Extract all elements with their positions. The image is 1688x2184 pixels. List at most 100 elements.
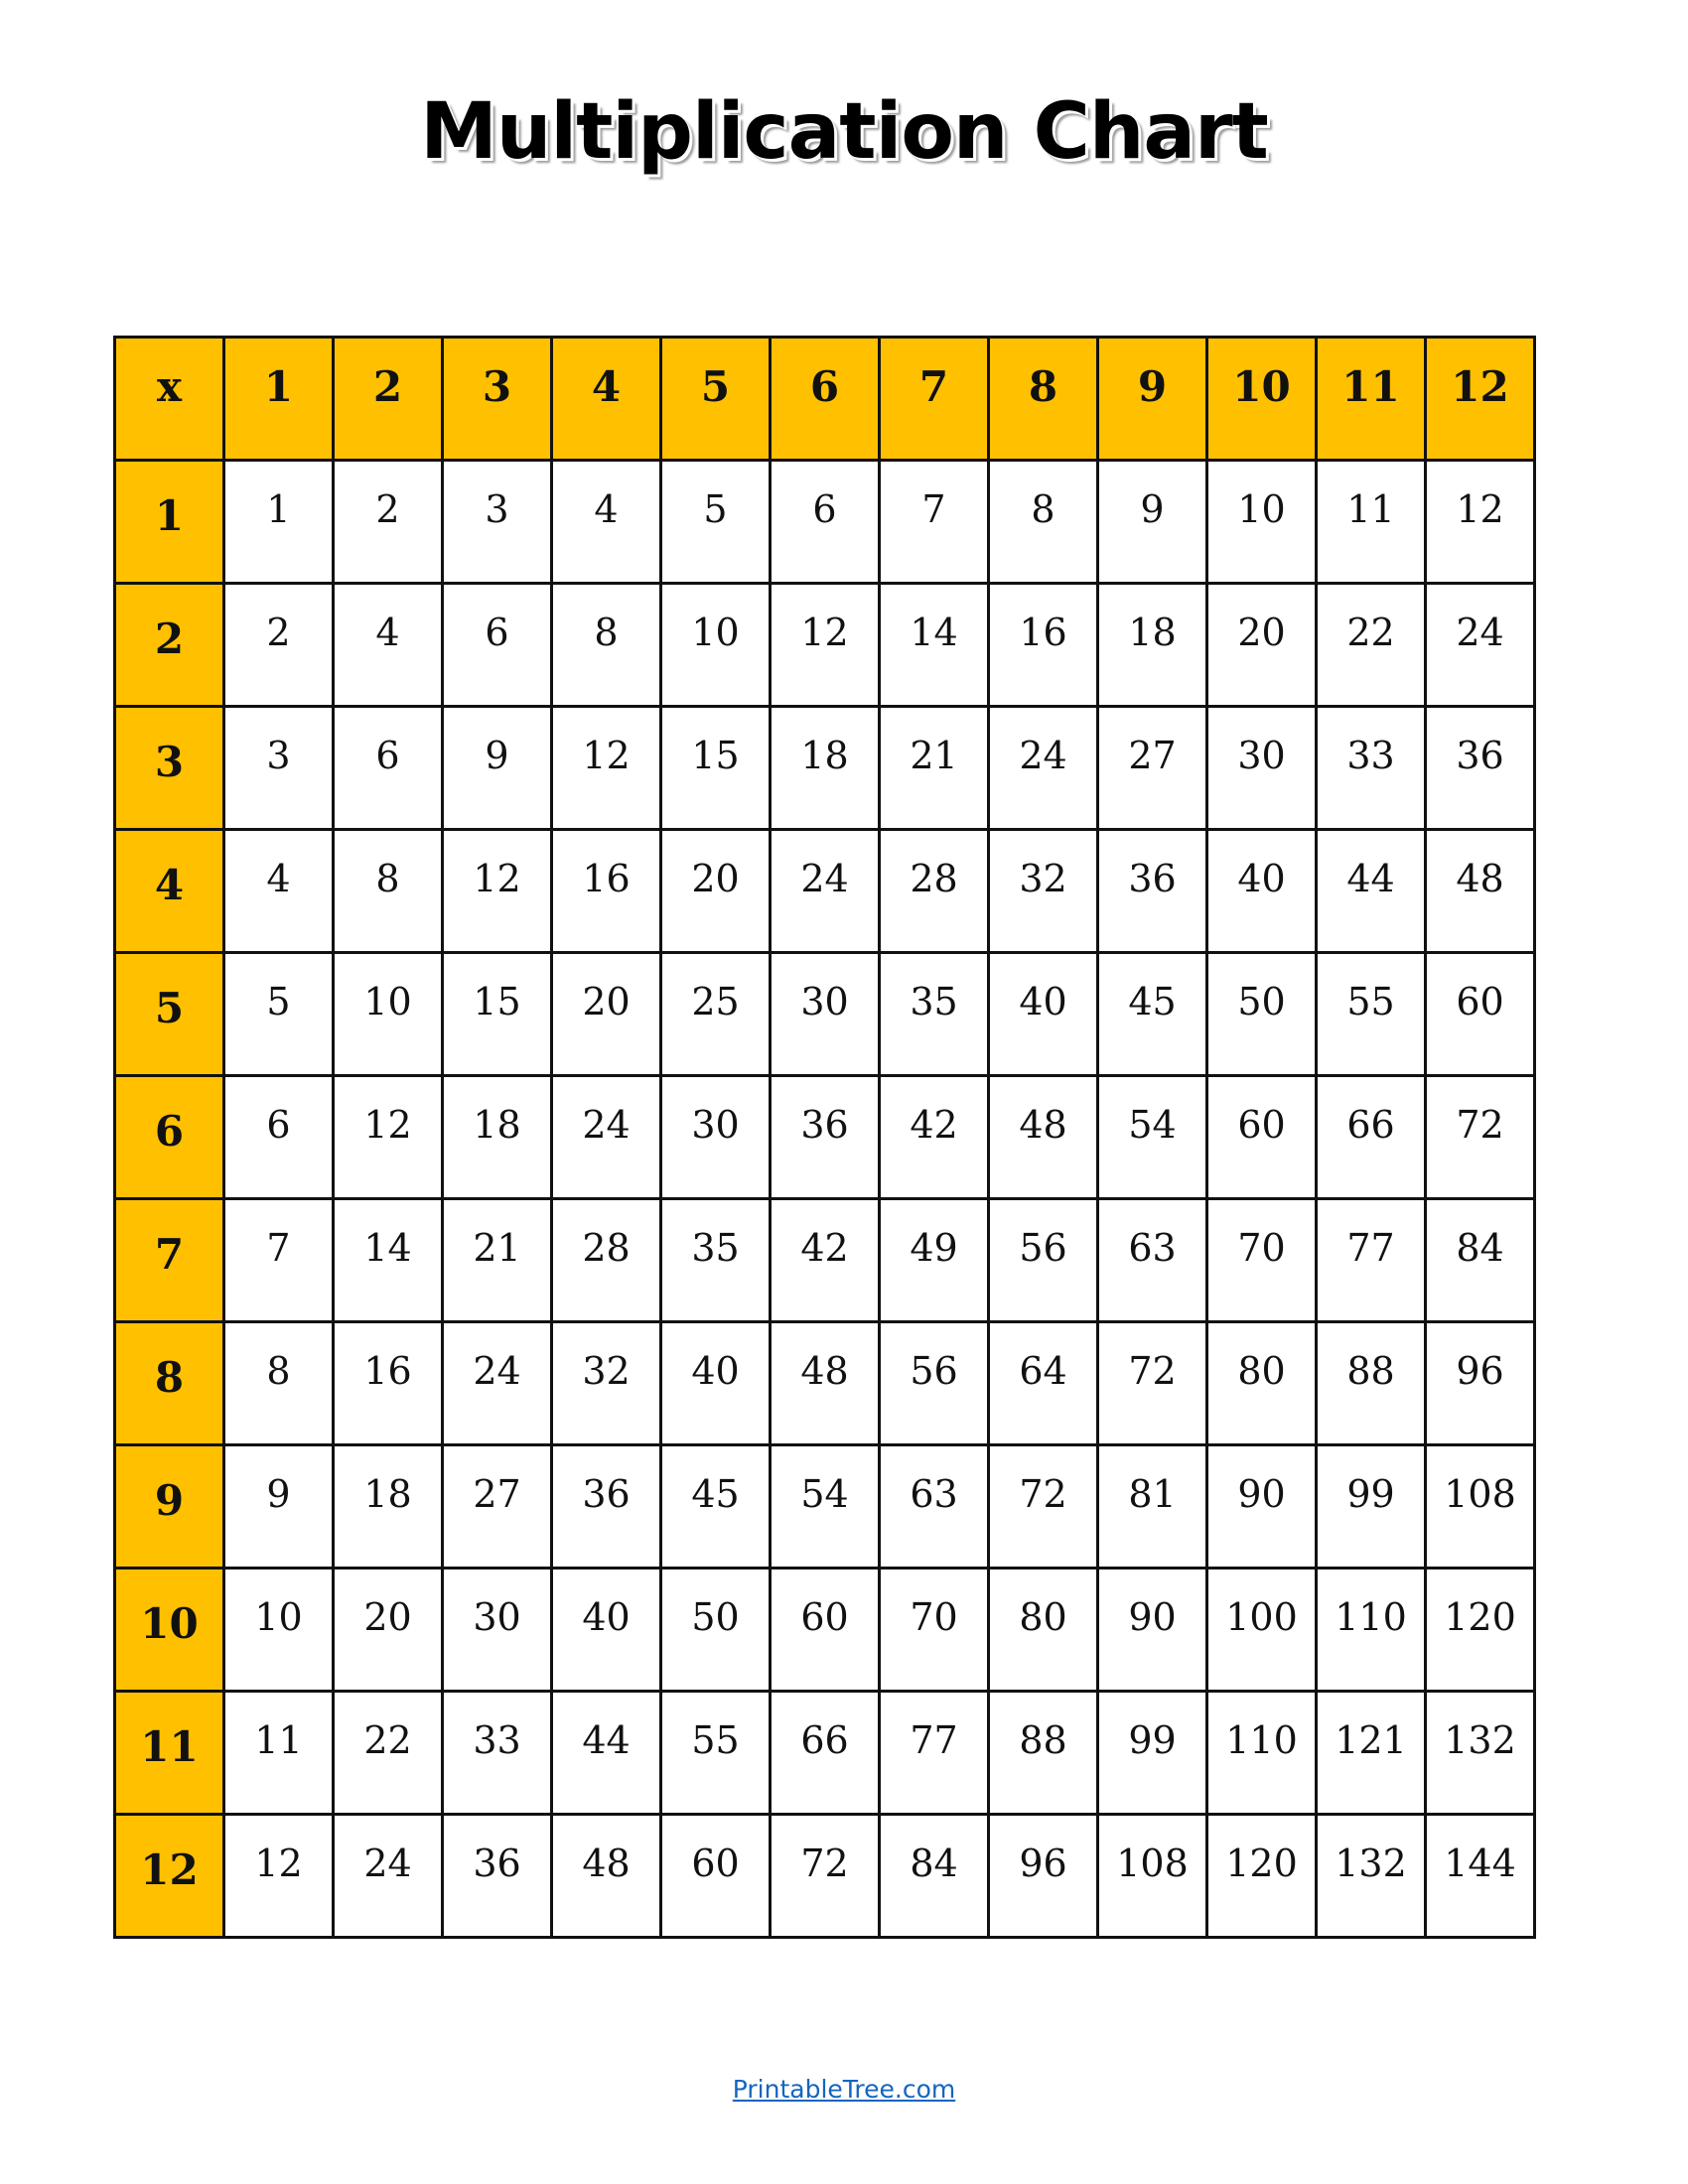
product-cell: 80	[1205, 1320, 1318, 1446]
product-cell: 90	[1096, 1567, 1208, 1693]
product-cell: 54	[1096, 1074, 1208, 1200]
product-cell: 90	[1205, 1443, 1318, 1570]
product-cell: 30	[769, 951, 881, 1077]
product-cell: 55	[1315, 951, 1427, 1077]
product-cell: 33	[1315, 705, 1427, 831]
product-cell: 24	[769, 828, 881, 954]
product-cell: 18	[441, 1074, 553, 1200]
header-row: x 1 2 3 4 5 6 7 8 9 10 11 12	[113, 336, 1536, 462]
product-cell: 48	[769, 1320, 881, 1446]
table-row: 10 10 20 30 40 50 60 70 80 90 100 110 120	[113, 1567, 1536, 1693]
product-cell: 63	[1096, 1197, 1208, 1323]
column-header: 4	[550, 336, 662, 462]
product-cell: 72	[1096, 1320, 1208, 1446]
product-cell: 8	[222, 1320, 335, 1446]
product-cell: 63	[878, 1443, 990, 1570]
product-cell: 21	[878, 705, 990, 831]
product-cell: 88	[1315, 1320, 1427, 1446]
product-cell: 40	[1205, 828, 1318, 954]
table-row: 4 4 8 12 16 20 24 28 32 36 40 44 48	[113, 828, 1536, 954]
row-header: 5	[113, 951, 225, 1077]
product-cell: 84	[878, 1813, 990, 1939]
product-cell: 72	[1424, 1074, 1536, 1200]
product-cell: 132	[1424, 1690, 1536, 1816]
product-cell: 15	[441, 951, 553, 1077]
column-header: 12	[1424, 336, 1536, 462]
product-cell: 20	[1205, 582, 1318, 708]
product-cell: 66	[769, 1690, 881, 1816]
product-cell: 28	[878, 828, 990, 954]
product-cell: 40	[550, 1567, 662, 1693]
product-cell: 36	[1424, 705, 1536, 831]
multiplication-table: x 1 2 3 4 5 6 7 8 9 10 11 12 1 1 2 3 4 5 6 7 8 9 10 11 12 2 2 4 6 8 10 1…	[113, 336, 1536, 1939]
product-cell: 30	[441, 1567, 553, 1693]
product-cell: 110	[1315, 1567, 1427, 1693]
footer: PrintableTree.com	[0, 2075, 1688, 2104]
product-cell: 44	[1315, 828, 1427, 954]
product-cell: 3	[222, 705, 335, 831]
product-cell: 64	[987, 1320, 1099, 1446]
product-cell: 4	[550, 459, 662, 585]
table-row: 12 12 24 36 48 60 72 84 96 108 120 132 144	[113, 1813, 1536, 1939]
product-cell: 11	[1315, 459, 1427, 585]
column-header: 2	[332, 336, 444, 462]
product-cell: 49	[878, 1197, 990, 1323]
column-header: 3	[441, 336, 553, 462]
product-cell: 48	[987, 1074, 1099, 1200]
page-title: Multiplication Chart	[420, 87, 1269, 177]
product-cell: 11	[222, 1690, 335, 1816]
product-cell: 8	[332, 828, 444, 954]
product-cell: 22	[1315, 582, 1427, 708]
product-cell: 120	[1205, 1813, 1318, 1939]
row-header: 6	[113, 1074, 225, 1200]
product-cell: 60	[769, 1567, 881, 1693]
product-cell: 88	[987, 1690, 1099, 1816]
product-cell: 14	[332, 1197, 444, 1323]
product-cell: 45	[1096, 951, 1208, 1077]
product-cell: 33	[441, 1690, 553, 1816]
product-cell: 45	[659, 1443, 772, 1570]
row-header: 2	[113, 582, 225, 708]
column-header: 7	[878, 336, 990, 462]
product-cell: 100	[1205, 1567, 1318, 1693]
product-cell: 40	[659, 1320, 772, 1446]
product-cell: 24	[550, 1074, 662, 1200]
product-cell: 36	[1096, 828, 1208, 954]
product-cell: 18	[1096, 582, 1208, 708]
product-cell: 7	[222, 1197, 335, 1323]
product-cell: 20	[332, 1567, 444, 1693]
product-cell: 24	[987, 705, 1099, 831]
product-cell: 14	[878, 582, 990, 708]
product-cell: 80	[987, 1567, 1099, 1693]
product-cell: 6	[441, 582, 553, 708]
product-cell: 12	[441, 828, 553, 954]
product-cell: 24	[441, 1320, 553, 1446]
product-cell: 36	[550, 1443, 662, 1570]
row-header: 10	[113, 1567, 225, 1693]
footer-link[interactable]: PrintableTree.com	[732, 2075, 956, 2104]
product-cell: 5	[222, 951, 335, 1077]
product-cell: 44	[550, 1690, 662, 1816]
product-cell: 2	[222, 582, 335, 708]
product-cell: 99	[1315, 1443, 1427, 1570]
product-cell: 7	[878, 459, 990, 585]
product-cell: 10	[659, 582, 772, 708]
product-cell: 32	[987, 828, 1099, 954]
product-cell: 16	[550, 828, 662, 954]
product-cell: 6	[332, 705, 444, 831]
product-cell: 40	[987, 951, 1099, 1077]
product-cell: 60	[1205, 1074, 1318, 1200]
product-cell: 99	[1096, 1690, 1208, 1816]
product-cell: 16	[987, 582, 1099, 708]
row-header: 11	[113, 1690, 225, 1816]
product-cell: 9	[222, 1443, 335, 1570]
column-header: 5	[659, 336, 772, 462]
product-cell: 25	[659, 951, 772, 1077]
column-header: 6	[769, 336, 881, 462]
product-cell: 60	[659, 1813, 772, 1939]
row-header: 4	[113, 828, 225, 954]
table-row: 1 1 2 3 4 5 6 7 8 9 10 11 12	[113, 459, 1536, 585]
product-cell: 96	[1424, 1320, 1536, 1446]
row-header: 1	[113, 459, 225, 585]
row-header: 7	[113, 1197, 225, 1323]
